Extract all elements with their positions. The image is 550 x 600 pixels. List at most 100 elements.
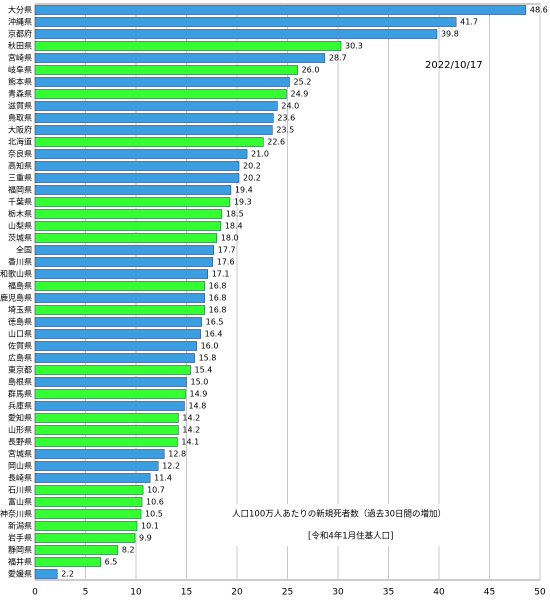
value-label: 18.4 (225, 222, 243, 231)
y-tick-label: 埼玉県 (8, 305, 32, 315)
value-label: 2.2 (61, 570, 74, 579)
y-tick-label: 秋田県 (8, 41, 32, 51)
bar (34, 437, 178, 447)
bar (34, 101, 278, 111)
bar (34, 509, 142, 519)
bar (34, 449, 165, 459)
value-label: 10.6 (146, 498, 164, 507)
y-tick-label: 沖縄県 (8, 17, 32, 27)
bar (34, 161, 240, 171)
y-tick-label: 愛媛県 (8, 569, 32, 579)
y-tick-label: 千葉県 (8, 197, 32, 207)
bar (34, 17, 457, 27)
bar (34, 269, 208, 279)
x-tick-label: 45 (484, 588, 495, 598)
bar (34, 149, 248, 159)
value-label: 18.0 (221, 234, 239, 243)
bar (34, 293, 205, 303)
value-label: 23.5 (276, 126, 294, 135)
y-tick-label: 京都府 (8, 29, 32, 39)
bar (34, 521, 138, 531)
bar (34, 485, 144, 495)
y-tick-label: 茨城県 (8, 233, 32, 243)
bar (34, 281, 205, 291)
y-tick-label: 青森県 (8, 89, 32, 99)
bar (34, 389, 186, 399)
y-tick-label: 東京都 (8, 365, 32, 375)
y-tick-label: 和歌山県 (0, 269, 32, 279)
y-tick-label: 兵庫県 (8, 401, 32, 411)
date-label: 2022/10/17 (425, 60, 483, 71)
annotation-box (222, 504, 442, 546)
value-label: 26.0 (302, 66, 320, 75)
bar (34, 89, 287, 99)
bar (34, 317, 202, 327)
value-label: 23.6 (277, 114, 295, 123)
value-label: 25.2 (294, 78, 312, 87)
y-tick-label: 山口県 (8, 329, 32, 339)
x-tick-label: 10 (130, 588, 142, 598)
bar (34, 185, 232, 195)
value-label: 17.6 (217, 258, 235, 267)
bar (34, 257, 214, 267)
x-tick-label: 5 (83, 588, 89, 598)
value-label: 12.2 (162, 462, 180, 471)
bar (34, 377, 187, 387)
bar (34, 353, 195, 363)
value-label: 24.0 (281, 102, 299, 111)
y-tick-label: 群馬県 (8, 389, 32, 399)
value-label: 6.5 (105, 558, 118, 567)
y-tick-label: 長崎県 (8, 473, 32, 483)
bar (34, 569, 58, 579)
y-tick-label: 高知県 (8, 161, 32, 171)
y-tick-label: 石川県 (8, 486, 32, 495)
x-tick-label: 35 (383, 588, 394, 598)
value-label: 48.6 (530, 6, 548, 15)
y-tick-label: 全国 (16, 245, 32, 255)
y-tick-label: 広島県 (8, 353, 32, 363)
bar (34, 461, 159, 471)
value-label: 16.5 (206, 318, 224, 327)
value-label: 41.7 (460, 18, 478, 27)
y-tick-label: 岩手県 (8, 533, 32, 543)
value-label: 30.3 (345, 42, 363, 51)
y-tick-label: 熊本県 (8, 77, 32, 87)
y-tick-label: 宮城県 (8, 449, 32, 459)
y-tick-label: 宮崎県 (8, 53, 32, 63)
value-label: 19.4 (235, 186, 253, 195)
bar (34, 557, 101, 567)
y-tick-label: 山形県 (8, 425, 32, 435)
value-label: 39.8 (441, 30, 459, 39)
bar (34, 173, 240, 183)
x-tick-label: 15 (181, 588, 192, 598)
bar (34, 29, 438, 39)
bar (34, 329, 201, 339)
y-tick-label: 長野県 (8, 438, 32, 447)
bar (34, 197, 231, 207)
x-tick-label: 20 (231, 588, 243, 598)
value-label: 8.2 (122, 546, 135, 555)
value-label: 14.8 (188, 402, 206, 411)
value-label: 19.3 (234, 198, 252, 207)
y-tick-label: 栃木県 (8, 209, 32, 219)
value-label: 28.7 (329, 54, 347, 63)
x-tick-label: 30 (332, 588, 344, 598)
value-label: 16.8 (209, 282, 227, 291)
value-label: 20.2 (243, 162, 261, 171)
x-tick-label: 0 (32, 588, 38, 598)
value-label: 15.8 (199, 354, 217, 363)
y-tick-label: 静岡県 (8, 545, 32, 555)
y-tick-label: 北海道 (8, 137, 32, 147)
value-label: 10.7 (147, 486, 165, 495)
value-label: 15.0 (191, 378, 209, 387)
y-tick-label: 福島県 (8, 281, 32, 291)
y-tick-label: 鹿児島県 (0, 293, 32, 303)
x-tick-label: 25 (282, 588, 293, 598)
value-label: 24.9 (290, 90, 308, 99)
bar (34, 125, 273, 135)
y-tick-label: 滋賀県 (8, 101, 32, 111)
y-tick-label: 愛知県 (8, 413, 32, 423)
value-label: 18.5 (226, 210, 244, 219)
bar (34, 341, 197, 351)
